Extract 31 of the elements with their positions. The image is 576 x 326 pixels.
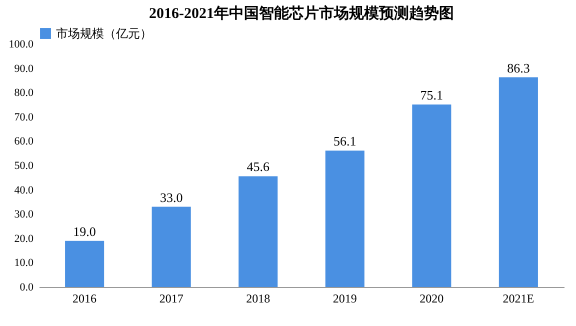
x-tick-label: 2021E xyxy=(502,292,534,306)
y-tick-label: 50.0 xyxy=(14,160,34,172)
data-label: 45.6 xyxy=(246,159,270,174)
data-label: 19.0 xyxy=(73,224,96,239)
x-tick-label: 2017 xyxy=(159,292,184,306)
legend-label: 市场规模（亿元） xyxy=(56,26,152,40)
bar xyxy=(412,104,452,287)
y-tick-label: 70.0 xyxy=(14,111,34,124)
bar xyxy=(152,206,191,287)
x-tick-label: 2020 xyxy=(420,292,444,306)
data-label: 75.1 xyxy=(420,88,444,103)
data-label: 56.1 xyxy=(334,134,356,149)
bar xyxy=(238,176,278,287)
x-tick-label: 2018 xyxy=(246,292,270,306)
y-tick-label: 10.0 xyxy=(14,257,34,270)
chart-title: 2016-2021年中国智能芯片市场规模预测趋势图 xyxy=(149,4,454,22)
y-tick-label: 100.0 xyxy=(8,38,34,50)
bar xyxy=(65,240,104,287)
data-label: 33.0 xyxy=(160,190,183,205)
x-tick-label: 2019 xyxy=(332,292,357,306)
y-tick-label: 30.0 xyxy=(14,208,34,221)
y-tick-label: 20.0 xyxy=(14,232,34,245)
bar xyxy=(498,77,538,287)
y-tick-label: 0.0 xyxy=(20,282,34,294)
bar xyxy=(325,150,364,287)
y-tick-label: 80.0 xyxy=(14,87,34,100)
x-tick-label: 2016 xyxy=(72,292,97,306)
y-tick-label: 60.0 xyxy=(14,136,34,148)
y-tick-label: 90.0 xyxy=(14,62,34,75)
y-tick-label: 40.0 xyxy=(14,184,34,196)
data-label: 86.3 xyxy=(507,60,530,76)
